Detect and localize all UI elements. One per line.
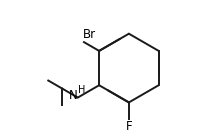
Text: H: H	[78, 85, 86, 95]
Text: Br: Br	[83, 28, 96, 42]
Text: F: F	[125, 120, 132, 133]
Text: N: N	[69, 89, 78, 102]
